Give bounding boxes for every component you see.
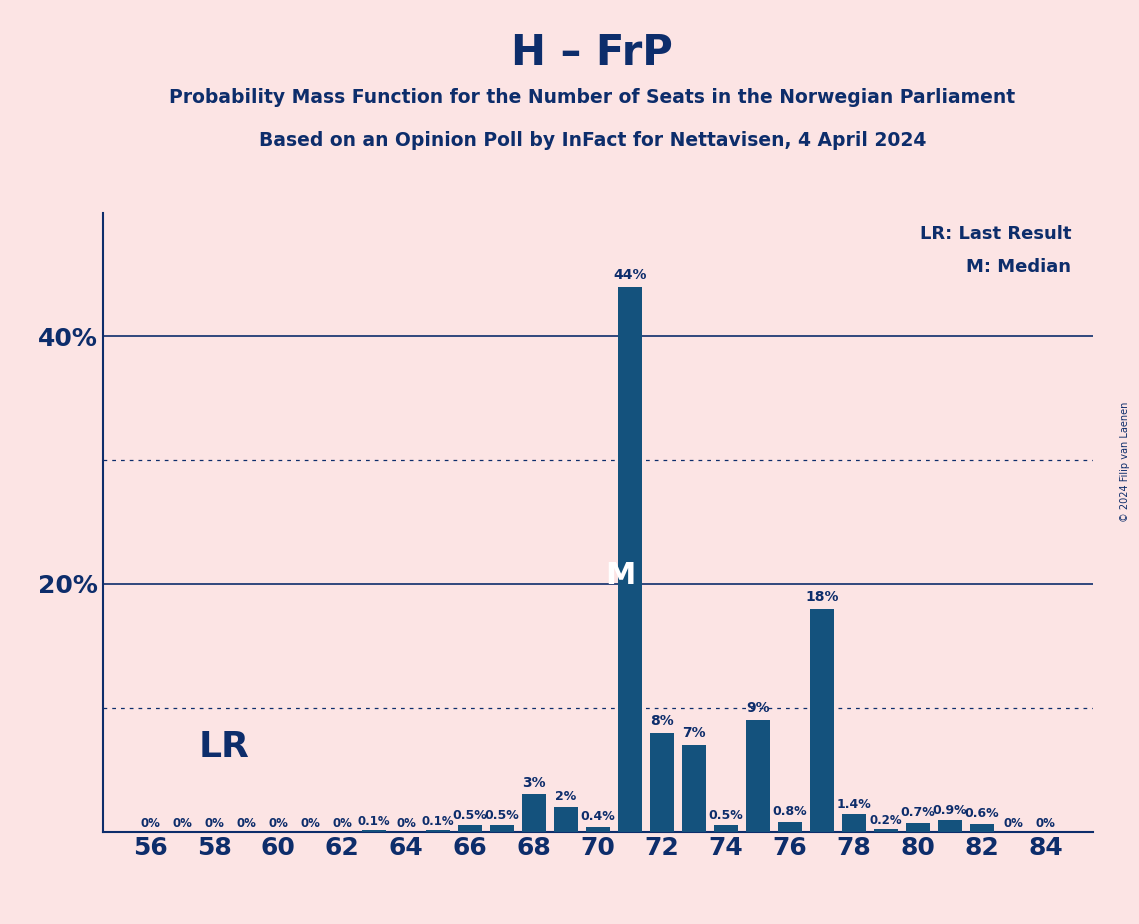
- Text: 0%: 0%: [237, 817, 256, 830]
- Text: 18%: 18%: [805, 590, 838, 603]
- Text: 0%: 0%: [333, 817, 352, 830]
- Text: 0%: 0%: [1035, 817, 1056, 830]
- Text: 0%: 0%: [269, 817, 288, 830]
- Text: 0%: 0%: [205, 817, 224, 830]
- Text: 0.5%: 0.5%: [485, 808, 519, 821]
- Text: 0%: 0%: [172, 817, 192, 830]
- Bar: [969, 824, 993, 832]
- Text: LR: Last Result: LR: Last Result: [919, 225, 1071, 243]
- Bar: [778, 821, 802, 832]
- Text: 44%: 44%: [613, 268, 647, 282]
- Bar: [362, 831, 386, 832]
- Text: 0%: 0%: [140, 817, 161, 830]
- Bar: [618, 286, 642, 832]
- Bar: [874, 829, 898, 832]
- Text: 0.1%: 0.1%: [358, 815, 391, 828]
- Text: 0.5%: 0.5%: [708, 808, 744, 821]
- Bar: [937, 821, 961, 832]
- Bar: [585, 827, 611, 832]
- Text: LR: LR: [198, 730, 249, 764]
- Bar: [810, 609, 834, 832]
- Text: 0.4%: 0.4%: [581, 810, 615, 823]
- Text: Probability Mass Function for the Number of Seats in the Norwegian Parliament: Probability Mass Function for the Number…: [170, 88, 1015, 107]
- Text: M: Median: M: Median: [966, 259, 1071, 276]
- Text: M: M: [605, 561, 636, 590]
- Text: 0%: 0%: [301, 817, 320, 830]
- Text: H – FrP: H – FrP: [511, 32, 673, 74]
- Text: 0.2%: 0.2%: [869, 814, 902, 827]
- Bar: [714, 825, 738, 832]
- Text: 0.8%: 0.8%: [772, 805, 808, 818]
- Text: 7%: 7%: [682, 726, 706, 740]
- Text: Based on an Opinion Poll by InFact for Nettavisen, 4 April 2024: Based on an Opinion Poll by InFact for N…: [259, 131, 926, 151]
- Bar: [490, 825, 514, 832]
- Text: 0.9%: 0.9%: [933, 804, 967, 817]
- Text: © 2024 Filip van Laenen: © 2024 Filip van Laenen: [1121, 402, 1130, 522]
- Text: 1.4%: 1.4%: [836, 797, 871, 810]
- Bar: [522, 795, 546, 832]
- Text: 0%: 0%: [396, 817, 416, 830]
- Bar: [554, 807, 577, 832]
- Text: 0.6%: 0.6%: [965, 808, 999, 821]
- Text: 9%: 9%: [746, 701, 770, 715]
- Text: 0.5%: 0.5%: [452, 808, 487, 821]
- Bar: [650, 733, 674, 832]
- Text: 2%: 2%: [556, 790, 576, 803]
- Bar: [458, 825, 482, 832]
- Bar: [682, 745, 706, 832]
- Text: 0.1%: 0.1%: [421, 815, 454, 828]
- Bar: [426, 831, 450, 832]
- Text: 8%: 8%: [650, 713, 674, 727]
- Bar: [842, 814, 866, 832]
- Bar: [746, 720, 770, 832]
- Text: 3%: 3%: [523, 775, 546, 789]
- Text: 0%: 0%: [1003, 817, 1024, 830]
- Text: 0.7%: 0.7%: [900, 807, 935, 820]
- Bar: [906, 823, 929, 832]
